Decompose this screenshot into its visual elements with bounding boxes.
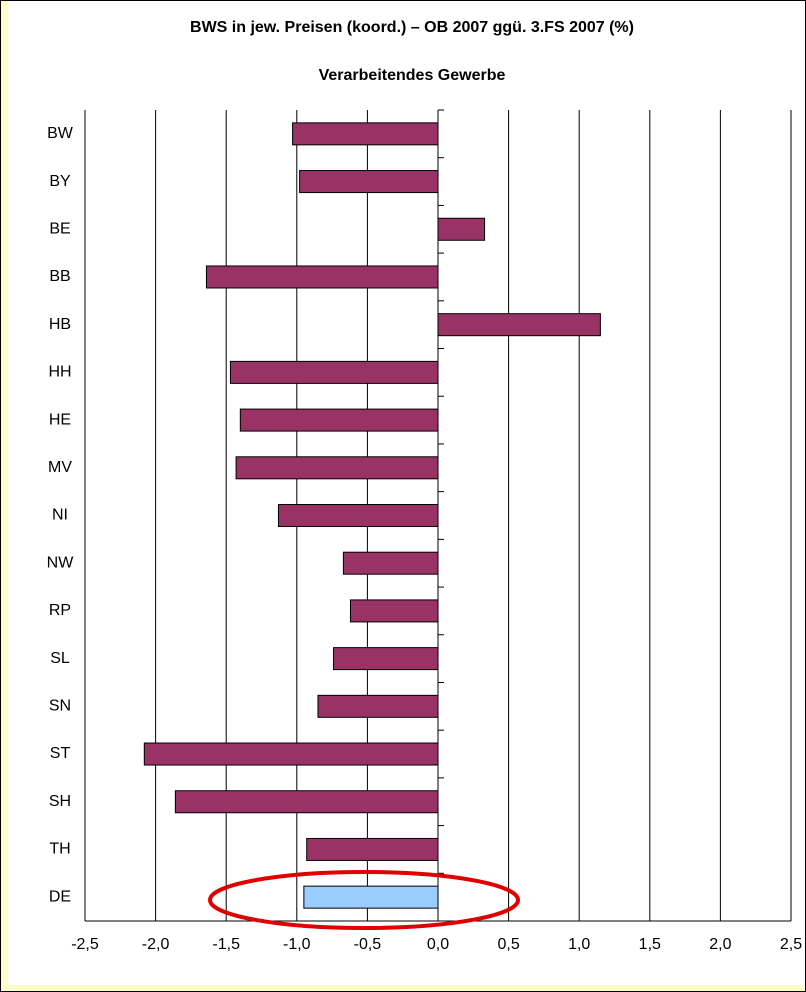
bar [277, 504, 439, 527]
bar [317, 694, 439, 718]
chart-subtitle: Verarbeitendes Gewerbe [319, 67, 506, 84]
bar [437, 217, 486, 241]
y-tick-label: BW [47, 125, 74, 142]
bar [333, 647, 439, 671]
x-tick-label: -1,5 [212, 936, 240, 953]
x-tick-label: 2,0 [709, 936, 731, 953]
x-tick-label: 2,5 [780, 936, 802, 953]
chart-title: BWS in jew. Preisen (koord.) – OB 2007 g… [190, 19, 634, 36]
y-tick-label: HB [49, 316, 71, 333]
x-tick-label: -0,5 [354, 936, 382, 953]
y-tick-label: MV [48, 459, 72, 476]
y-tick-label: NW [47, 554, 75, 571]
x-tick-label: 1,5 [639, 936, 661, 953]
bar [239, 408, 439, 432]
bar [143, 742, 439, 766]
x-tick-label: 0,0 [427, 936, 449, 953]
bar [174, 790, 439, 814]
y-tick-label: TH [49, 841, 70, 858]
bar [299, 170, 439, 194]
y-tick-label: SH [49, 793, 71, 810]
x-tick-label: -2,5 [71, 936, 99, 953]
y-tick-label: DE [49, 888, 71, 905]
x-tick-label: 0,5 [497, 936, 519, 953]
y-tick-label: BB [49, 268, 70, 285]
bar [205, 265, 439, 289]
y-tick-label: SN [49, 698, 71, 715]
x-tick-label: -1,0 [283, 936, 311, 953]
highlight-ellipse [208, 870, 520, 930]
y-tick-label: HE [49, 411, 71, 428]
y-tick-label: RP [49, 602, 71, 619]
bar [349, 599, 439, 623]
bar [342, 551, 439, 575]
bar [306, 837, 439, 861]
bar [437, 313, 601, 337]
y-tick-label: BY [49, 173, 71, 190]
bar [292, 122, 439, 146]
bar [229, 360, 439, 384]
bar [235, 456, 439, 480]
plot: -2,5 -2,0 -1,5 -1,0 -0,5 0,0 0,5 1,0 1,5 2,0 2,5 BW… [47, 109, 802, 953]
x-tick-label: -2,0 [142, 936, 170, 953]
y-tick-label: HH [48, 364, 71, 381]
y-tick-label: NI [52, 507, 68, 524]
y-tick-label: ST [50, 745, 71, 762]
plot-background [8, 1, 805, 985]
y-tick-label: BE [49, 220, 70, 237]
y-tick-label: SL [50, 650, 70, 667]
x-tick-label: 1,0 [568, 936, 590, 953]
bar [303, 885, 439, 909]
